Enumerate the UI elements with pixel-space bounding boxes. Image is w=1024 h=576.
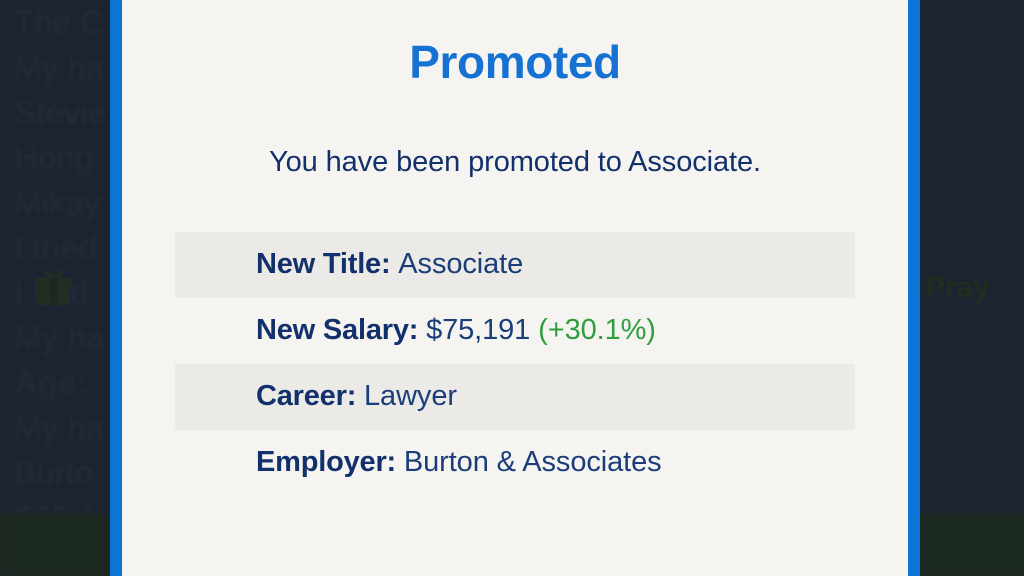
detail-label: Career: <box>256 380 365 413</box>
detail-value: Associate <box>398 248 524 281</box>
detail-value: $75,191 <box>426 314 531 347</box>
promotion-message: You have been promoted to Associate. <box>269 145 761 178</box>
background-text-line: Mikay <box>14 184 101 221</box>
detail-label: New Salary: <box>256 314 427 347</box>
background-text-line: The C <box>14 4 105 41</box>
modal-left-border <box>110 0 122 576</box>
background-text-line: Hong <box>14 139 94 176</box>
pray-button-label[interactable]: Pray <box>924 271 990 304</box>
salary-change-badge: (+30.1%) <box>530 314 656 347</box>
promotion-modal: Promoted You have been promoted to Assoc… <box>122 0 908 576</box>
table-row: Employer: Burton & Associates <box>175 430 855 496</box>
background-text-line: My ha <box>14 319 105 356</box>
page-title: Promoted <box>409 36 621 88</box>
background-text-line: I tried <box>14 229 98 266</box>
promotion-modal-wrapper: Promoted You have been promoted to Assoc… <box>110 0 920 576</box>
table-row: New Salary: $75,191 (+30.1%) <box>175 298 855 364</box>
background-text-line: My ha <box>14 49 105 86</box>
detail-value: Burton & Associates <box>403 446 662 479</box>
promotion-details-table: New Title: Associate New Salary: $75,191 … <box>175 231 855 496</box>
modal-right-border <box>908 0 920 576</box>
detail-value: Lawyer <box>364 380 457 413</box>
table-row: New Title: Associate <box>175 231 855 298</box>
background-text-line: Age: <box>14 364 88 401</box>
table-row: Career: Lawyer <box>175 363 855 430</box>
detail-label: New Title: <box>256 248 399 281</box>
background-text-line: My ha <box>14 409 105 446</box>
detail-label: Employer: <box>256 446 404 479</box>
background-text-line: Burto <box>14 454 94 491</box>
gift-icon <box>34 269 74 307</box>
